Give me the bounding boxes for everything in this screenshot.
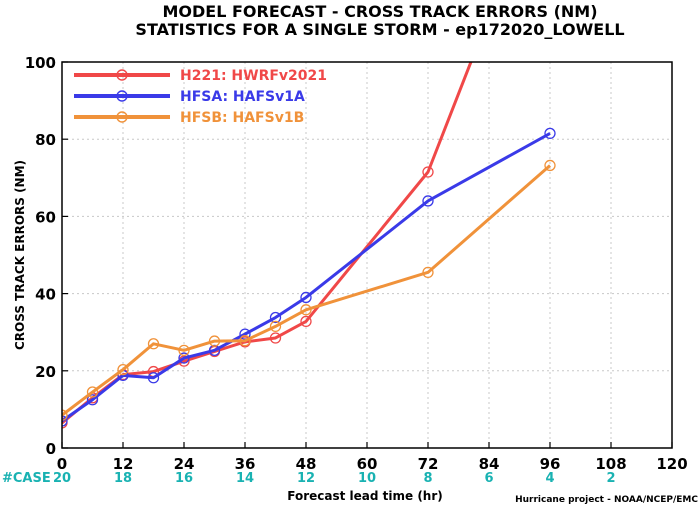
case-count: 20 — [53, 471, 71, 486]
series-point — [239, 335, 251, 347]
tick-layer: 0 12 24 36 48 60 72 84 96 108 120 0 20 40 60 80 100 — [25, 54, 688, 473]
x-tick-label: 120 — [656, 455, 687, 473]
x-tick-label: 96 — [540, 455, 561, 473]
x-tick-label: 84 — [479, 455, 500, 473]
x-tick-label: 36 — [235, 455, 256, 473]
case-count: 16 — [175, 471, 193, 486]
grid — [62, 62, 672, 448]
case-row: #CASE 20 18 16 14 12 10 8 6 4 2 — [2, 471, 616, 486]
series-point — [208, 344, 221, 356]
case-label: #CASE — [2, 471, 51, 486]
series-point — [269, 311, 282, 324]
y-tick-label: 20 — [35, 363, 56, 381]
case-count: 2 — [606, 471, 615, 486]
case-count: 4 — [545, 471, 554, 486]
credit-text: Hurricane project - NOAA/NCEP/EMC — [515, 495, 698, 505]
case-count: 6 — [484, 471, 493, 486]
y-tick-label: 60 — [35, 208, 56, 226]
series-point — [300, 304, 312, 316]
case-count: 12 — [297, 471, 315, 486]
series-point — [62, 415, 68, 427]
legend: H221: HWRFv2021 HFSA: HAFSv1A HFSB: HAFSv1… — [74, 68, 327, 126]
legend-label: HFSA: HAFSv1A — [180, 89, 305, 105]
x-tick-label: 108 — [595, 455, 626, 473]
series-point — [147, 338, 160, 350]
case-count: 8 — [423, 471, 432, 486]
series-point — [544, 159, 556, 172]
series-point — [178, 352, 190, 364]
x-axis-label: Forecast lead time (hr) — [287, 489, 443, 503]
y-tick-label: 100 — [25, 54, 56, 72]
case-count: 10 — [358, 471, 376, 486]
case-count: 18 — [114, 471, 132, 486]
x-tick-label: 0 — [57, 455, 67, 473]
series-point — [269, 332, 282, 344]
case-count: 14 — [236, 471, 254, 486]
series-point — [86, 386, 99, 398]
x-tick-label: 48 — [296, 455, 317, 473]
x-tick-label: 60 — [357, 455, 378, 473]
series-point — [422, 166, 434, 178]
chart-title-line-2: STATISTICS FOR A SINGLE STORM - ep172020… — [135, 20, 624, 39]
x-tick-label: 72 — [418, 455, 439, 473]
legend-marker — [116, 111, 128, 123]
series-line — [62, 132, 551, 423]
series-point — [117, 363, 129, 376]
series-point — [208, 335, 221, 347]
y-tick-label: 40 — [35, 286, 56, 304]
chart-title-line-1: MODEL FORECAST - CROSS TRACK ERRORS (NM) — [162, 2, 597, 21]
series-point — [300, 291, 312, 304]
legend-label: HFSB: HAFSv1B — [180, 110, 304, 126]
series-point — [62, 409, 68, 421]
series-point — [86, 394, 99, 406]
series-line — [62, 164, 551, 417]
y-axis-label: CROSS TRACK ERRORS (NM) — [13, 160, 27, 350]
series-point — [147, 372, 160, 384]
series-point — [422, 195, 434, 207]
legend-marker — [116, 69, 128, 81]
y-tick-label: 0 — [46, 440, 56, 458]
legend-marker — [116, 90, 128, 102]
x-tick-label: 12 — [113, 455, 134, 473]
y-tick-label: 80 — [35, 131, 56, 149]
series-point — [422, 266, 434, 279]
plot-frame — [61, 61, 673, 449]
series-point — [544, 127, 556, 140]
series-point — [269, 320, 282, 333]
series-layer — [62, 62, 556, 429]
series-point — [300, 315, 312, 328]
legend-label: H221: HWRFv2021 — [180, 68, 327, 84]
series-point — [178, 344, 190, 356]
x-tick-label: 24 — [174, 455, 195, 473]
